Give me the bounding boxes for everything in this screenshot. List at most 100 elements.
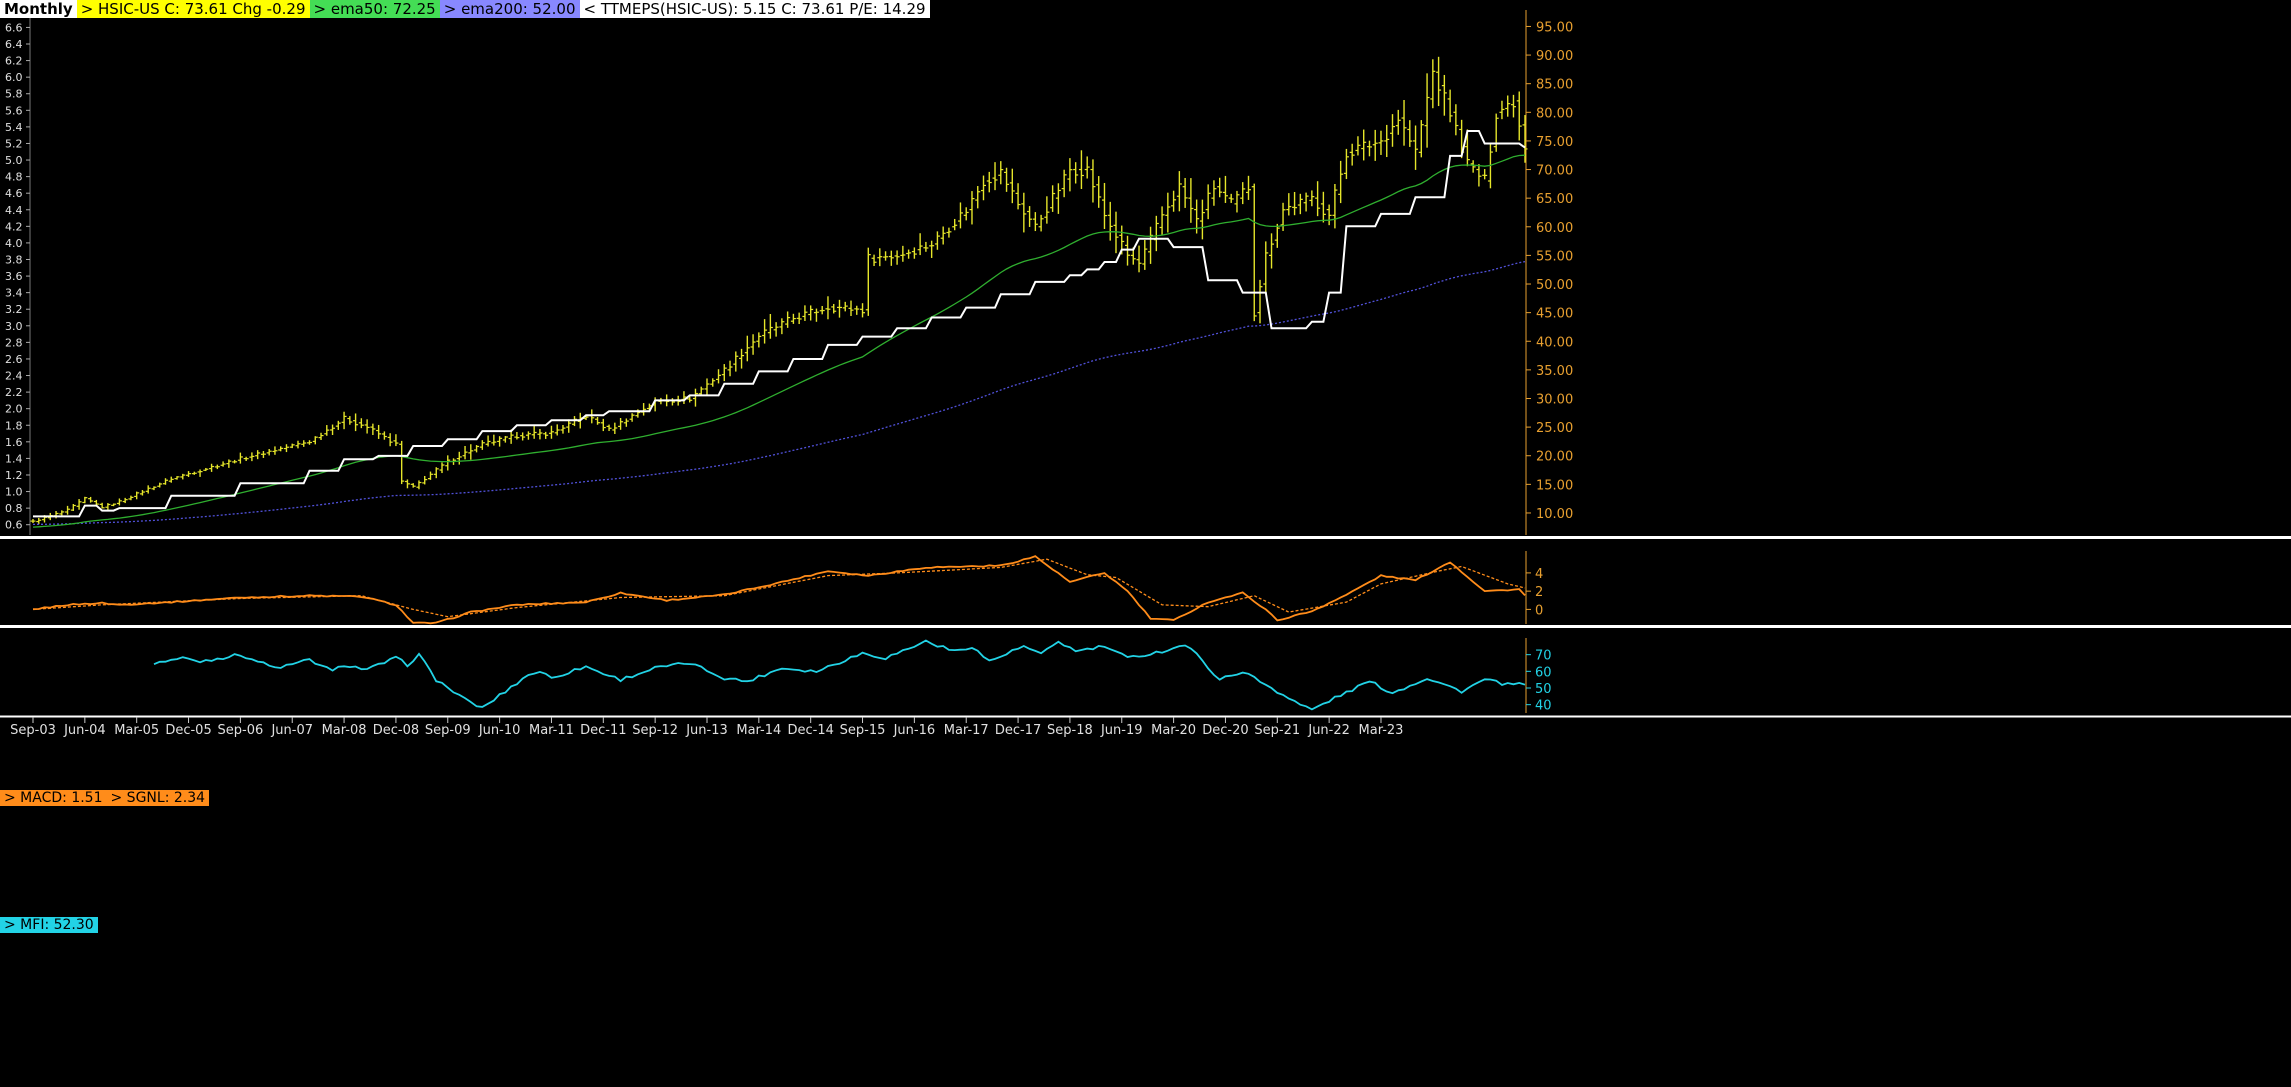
eps-tick-label: 1.6 bbox=[5, 436, 23, 449]
price-tick-label: 20.00 bbox=[1536, 450, 1573, 465]
mfi-tick-label: 70 bbox=[1535, 649, 1552, 664]
eps-tick-label: 2.6 bbox=[5, 353, 23, 366]
price-tick-label: 55.00 bbox=[1536, 249, 1573, 264]
eps-tick-label: 3.0 bbox=[5, 320, 23, 333]
ema50-legend-item[interactable]: > ema50: 72.25 bbox=[309, 0, 440, 18]
eps-tick-label: 4.0 bbox=[5, 237, 23, 250]
ema200-line bbox=[32, 260, 1526, 526]
price-tick-label: 15.00 bbox=[1536, 478, 1573, 493]
x-tick-label: Dec-20 bbox=[1202, 723, 1248, 738]
x-tick-label: Jun-04 bbox=[63, 723, 106, 738]
macd-tick-label: 4 bbox=[1535, 567, 1543, 582]
x-tick-label: Jun-10 bbox=[478, 723, 521, 738]
eps-tick-label: 3.6 bbox=[5, 270, 23, 283]
macd-legend-item[interactable]: > MACD: 1.51 bbox=[0, 790, 107, 806]
price-legend: Monthly > HSIC-US C: 73.61 Chg -0.29 > e… bbox=[0, 0, 930, 18]
price-tick-label: 35.00 bbox=[1536, 364, 1573, 379]
ema50-line bbox=[32, 154, 1526, 528]
eps-tick-label: 6.4 bbox=[5, 38, 23, 51]
x-tick-label: Dec-08 bbox=[373, 723, 419, 738]
eps-tick-label: 5.2 bbox=[5, 137, 23, 150]
price-tick-label: 85.00 bbox=[1536, 78, 1573, 93]
eps-tick-label: 0.6 bbox=[5, 519, 23, 532]
eps-tick-label: 5.4 bbox=[5, 121, 23, 134]
eps-tick-label: 6.0 bbox=[5, 71, 23, 84]
x-tick-label: Jun-13 bbox=[685, 723, 728, 738]
x-tick-label: Sep-03 bbox=[10, 723, 56, 738]
eps-tick-label: 6.2 bbox=[5, 55, 23, 68]
x-tick-label: Jun-19 bbox=[1100, 723, 1143, 738]
price-tick-label: 30.00 bbox=[1536, 392, 1573, 407]
price-bars bbox=[30, 56, 1528, 525]
x-tick-label: Dec-14 bbox=[787, 723, 833, 738]
period-label[interactable]: Monthly bbox=[0, 0, 77, 18]
macd-tick-label: 0 bbox=[1535, 603, 1543, 618]
eps-tick-label: 2.2 bbox=[5, 386, 23, 399]
ema200-legend-item[interactable]: > ema200: 52.00 bbox=[439, 0, 580, 18]
eps-tick-label: 2.8 bbox=[5, 336, 23, 349]
x-tick-label: Jun-07 bbox=[270, 723, 313, 738]
price-tick-label: 70.00 bbox=[1536, 164, 1573, 179]
eps-tick-label: 4.4 bbox=[5, 204, 23, 217]
eps-tick-label: 4.6 bbox=[5, 187, 23, 200]
x-tick-label: Mar-14 bbox=[736, 723, 781, 738]
macd-legend: > MACD: 1.51 > SGNL: 2.34 bbox=[0, 790, 210, 806]
price-tick-label: 95.00 bbox=[1536, 20, 1573, 35]
price-legend-item[interactable]: > HSIC-US C: 73.61 Chg -0.29 bbox=[76, 0, 310, 18]
mfi-tick-label: 60 bbox=[1535, 665, 1552, 680]
eps-tick-label: 3.2 bbox=[5, 303, 23, 316]
mfi-tick-label: 50 bbox=[1535, 682, 1552, 697]
x-tick-label: Sep-09 bbox=[425, 723, 471, 738]
mfi-tick-label: 40 bbox=[1535, 699, 1552, 714]
eps-tick-label: 5.6 bbox=[5, 104, 23, 117]
x-tick-label: Mar-17 bbox=[944, 723, 989, 738]
price-tick-label: 50.00 bbox=[1536, 278, 1573, 293]
x-tick-label: Dec-05 bbox=[165, 723, 211, 738]
eps-tick-label: 0.8 bbox=[5, 502, 23, 515]
x-tick-label: Sep-21 bbox=[1254, 723, 1300, 738]
price-tick-label: 25.00 bbox=[1536, 421, 1573, 436]
eps-tick-label: 1.8 bbox=[5, 419, 23, 432]
x-tick-label: Mar-11 bbox=[529, 723, 574, 738]
eps-tick-label: 1.0 bbox=[5, 486, 23, 499]
eps-tick-label: 4.8 bbox=[5, 171, 23, 184]
macd-line bbox=[32, 555, 1526, 625]
x-tick-label: Mar-08 bbox=[322, 723, 367, 738]
eps-tick-label: 6.6 bbox=[5, 21, 23, 34]
x-tick-label: Jun-16 bbox=[893, 723, 936, 738]
x-tick-label: Jun-22 bbox=[1307, 723, 1350, 738]
eps-tick-label: 2.0 bbox=[5, 403, 23, 416]
x-tick-label: Mar-05 bbox=[114, 723, 159, 738]
ttmeps-legend-item[interactable]: < TTMEPS(HSIC-US): 5.15 C: 73.61 P/E: 14… bbox=[579, 0, 930, 18]
eps-tick-label: 5.0 bbox=[5, 154, 23, 167]
mfi-legend: > MFI: 52.30 bbox=[0, 917, 98, 933]
eps-tick-label: 2.4 bbox=[5, 370, 23, 383]
eps-tick-label: 1.2 bbox=[5, 469, 23, 482]
price-tick-label: 80.00 bbox=[1536, 106, 1573, 121]
x-tick-label: Dec-17 bbox=[995, 723, 1041, 738]
signal-legend-item[interactable]: > SGNL: 2.34 bbox=[106, 790, 210, 806]
price-tick-label: 10.00 bbox=[1536, 507, 1573, 522]
price-tick-label: 45.00 bbox=[1536, 307, 1573, 322]
x-tick-label: Dec-11 bbox=[580, 723, 626, 738]
x-tick-label: Sep-15 bbox=[840, 723, 886, 738]
x-tick-label: Sep-12 bbox=[632, 723, 678, 738]
signal-line bbox=[32, 558, 1526, 618]
price-tick-label: 75.00 bbox=[1536, 135, 1573, 150]
eps-tick-label: 4.2 bbox=[5, 220, 23, 233]
x-tick-label: Sep-18 bbox=[1047, 723, 1093, 738]
eps-tick-label: 1.4 bbox=[5, 452, 23, 465]
mfi-legend-item[interactable]: > MFI: 52.30 bbox=[0, 917, 98, 933]
eps-tick-label: 3.4 bbox=[5, 287, 23, 300]
eps-tick-label: 3.8 bbox=[5, 253, 23, 266]
price-tick-label: 60.00 bbox=[1536, 221, 1573, 236]
x-tick-label: Mar-23 bbox=[1359, 723, 1404, 738]
mfi-line bbox=[153, 639, 1526, 711]
x-tick-label: Sep-06 bbox=[218, 723, 264, 738]
macd-tick-label: 2 bbox=[1535, 585, 1543, 600]
x-tick-label: Mar-20 bbox=[1151, 723, 1196, 738]
price-tick-label: 65.00 bbox=[1536, 192, 1573, 207]
eps-tick-label: 5.8 bbox=[5, 88, 23, 101]
